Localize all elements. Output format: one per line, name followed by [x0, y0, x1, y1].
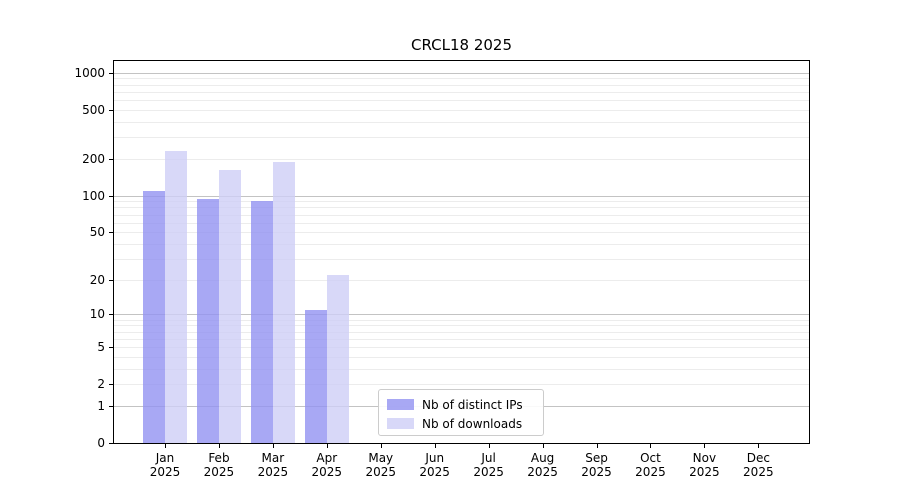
x-tick-label-oct: Oct 2025 — [635, 451, 666, 479]
minor-gridline-800 — [114, 84, 809, 86]
major-gridline-10 — [114, 314, 809, 316]
legend-swatch-distinct-ips-icon — [387, 399, 414, 410]
minor-gridline-500 — [114, 109, 809, 111]
plot-area — [113, 60, 810, 444]
minor-gridline-30 — [114, 258, 809, 260]
y-tick-mark-0 — [109, 443, 113, 444]
minor-gridline-20 — [114, 279, 809, 281]
y-tick-label-200: 200 — [82, 151, 105, 166]
legend-label-distinct-ips: Nb of distinct IPs — [422, 397, 523, 412]
minor-gridline-6 — [114, 338, 809, 340]
minor-gridline-90 — [114, 201, 809, 203]
x-tick-label-dec: Dec 2025 — [743, 451, 774, 479]
y-tick-mark-500 — [109, 109, 113, 111]
y-tick-label-50: 50 — [89, 225, 105, 240]
y-tick-label-5: 5 — [97, 339, 105, 354]
x-tick-mark-sep — [596, 444, 598, 448]
x-tick-mark-mar — [272, 444, 274, 448]
x-tick-label-apr: Apr 2025 — [311, 451, 343, 479]
x-tick-label-feb: Feb 2025 — [203, 451, 235, 479]
x-tick-mark-jul — [488, 444, 490, 448]
minor-gridline-2 — [114, 384, 809, 386]
bar-downloads-jan — [165, 150, 187, 443]
y-tick-mark-1000 — [109, 72, 113, 74]
x-tick-mark-nov — [704, 444, 706, 448]
y-tick-mark-10 — [109, 314, 113, 316]
x-tick-label-jan: Jan 2025 — [149, 451, 181, 479]
legend: Nb of distinct IPs Nb of downloads — [378, 389, 544, 436]
bar-ips-mar — [250, 201, 273, 443]
x-tick-label-jun: Jun 2025 — [419, 451, 450, 479]
y-tick-mark-200 — [109, 158, 113, 160]
x-tick-mark-jun — [434, 444, 436, 448]
minor-gridline-3 — [114, 368, 809, 370]
minor-gridline-900 — [114, 78, 809, 80]
minor-gridline-300 — [114, 137, 809, 139]
x-tick-label-may: May 2025 — [365, 451, 397, 479]
x-tick-label-nov: Nov 2025 — [689, 451, 720, 479]
y-tick-label-1: 1 — [97, 398, 105, 413]
minor-gridline-5 — [114, 346, 809, 348]
y-tick-label-10: 10 — [89, 307, 105, 322]
minor-gridline-40 — [114, 243, 809, 245]
legend-item-downloads: Nb of downloads — [387, 414, 543, 433]
minor-gridline-80 — [114, 207, 809, 209]
y-tick-label-2: 2 — [97, 377, 105, 392]
legend-swatch-downloads-icon — [387, 418, 414, 429]
x-tick-mark-oct — [650, 444, 652, 448]
x-tick-label-jul: Jul 2025 — [473, 451, 504, 479]
major-gridline-1000 — [114, 72, 809, 74]
minor-gridline-4 — [114, 356, 809, 358]
y-tick-mark-20 — [109, 279, 113, 281]
y-tick-mark-5 — [109, 346, 113, 348]
x-tick-mark-feb — [218, 444, 220, 448]
minor-gridline-8 — [114, 325, 809, 327]
x-tick-mark-may — [380, 444, 382, 448]
bar-downloads-apr — [326, 274, 349, 443]
y-tick-mark-50 — [109, 232, 113, 234]
y-tick-label-100: 100 — [82, 188, 105, 203]
x-tick-mark-apr — [326, 444, 328, 448]
y-tick-label-1000: 1000 — [74, 65, 105, 80]
minor-gridline-50 — [114, 232, 809, 234]
bar-ips-jan — [143, 190, 165, 443]
minor-gridline-70 — [114, 214, 809, 216]
minor-gridline-400 — [114, 121, 809, 123]
chart-title: CRCL18 2025 — [410, 36, 512, 54]
y-tick-mark-1 — [109, 405, 113, 407]
y-tick-label-0: 0 — [97, 436, 105, 450]
y-tick-label-500: 500 — [82, 102, 105, 117]
minor-gridline-9 — [114, 319, 809, 321]
y-tick-label-20: 20 — [89, 272, 105, 287]
minor-gridline-600 — [114, 100, 809, 102]
minor-gridline-200 — [114, 158, 809, 160]
minor-gridline-60 — [114, 222, 809, 224]
legend-item-distinct-ips: Nb of distinct IPs — [387, 395, 543, 414]
y-tick-mark-2 — [109, 384, 113, 386]
bar-ips-feb — [196, 198, 219, 443]
bar-ips-apr — [304, 309, 327, 443]
x-tick-mark-aug — [542, 444, 544, 448]
major-gridline-100 — [114, 195, 809, 197]
x-tick-mark-jan — [165, 444, 166, 448]
x-tick-label-mar: Mar 2025 — [257, 451, 289, 479]
x-tick-mark-dec — [758, 444, 760, 448]
minor-gridline-7 — [114, 331, 809, 333]
legend-label-downloads: Nb of downloads — [422, 416, 523, 431]
bar-downloads-mar — [272, 161, 295, 443]
minor-gridline-700 — [114, 91, 809, 93]
x-tick-label-aug: Aug 2025 — [527, 451, 558, 479]
x-tick-label-sep: Sep 2025 — [581, 451, 612, 479]
y-tick-mark-100 — [109, 195, 113, 197]
bar-downloads-feb — [218, 170, 241, 443]
